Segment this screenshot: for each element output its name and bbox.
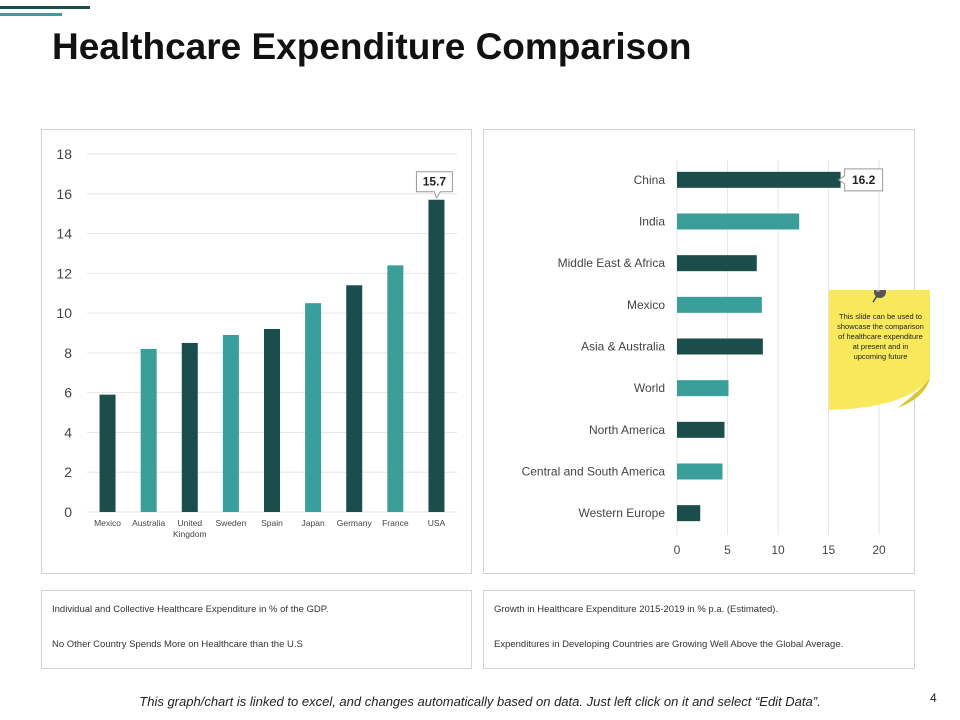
left-caption-line-1: Individual and Collective Healthcare Exp…	[52, 604, 329, 615]
sticky-note: This slide can be used to showcase the c…	[827, 290, 930, 410]
bar-mexico[interactable]	[99, 394, 116, 512]
bar-germany[interactable]	[346, 285, 363, 512]
y-tick-label: India	[639, 215, 665, 229]
bar-middle-east-africa[interactable]	[677, 255, 757, 272]
left-caption-line-2: No Other Country Spends More on Healthca…	[52, 639, 303, 650]
x-tick-label: France	[382, 518, 409, 528]
x-tick-label: 0	[674, 543, 681, 557]
page-number: 4	[930, 691, 937, 705]
x-tick-label: Australia	[132, 518, 165, 528]
y-tick-label: Asia & Australia	[581, 340, 665, 354]
y-tick-label: China	[634, 173, 666, 187]
y-tick-label: 12	[56, 265, 72, 281]
page-title: Healthcare Expenditure Comparison	[52, 26, 692, 67]
y-tick-label: 6	[64, 385, 72, 401]
callout-box	[415, 171, 453, 199]
x-tick-label: 10	[771, 543, 785, 557]
y-tick-label: Mexico	[627, 298, 665, 312]
y-tick-label: 10	[56, 305, 72, 321]
left-chart-panel: 0 2 4 6 8 10 12 14 16 18 Mexico Australia United King…	[41, 129, 472, 574]
bar-australia[interactable]	[140, 348, 157, 512]
bar-united-kingdom[interactable]	[181, 342, 198, 512]
y-tick-label: 18	[56, 146, 72, 162]
x-tick-label: Germany	[337, 518, 373, 528]
y-tick-label: Western Europe	[579, 506, 666, 520]
x-tick-label: Kingdom	[173, 529, 207, 539]
y-tick-label: World	[634, 381, 665, 395]
bar-western-europe[interactable]	[677, 505, 701, 522]
right-caption-line-1: Growth in Healthcare Expenditure 2015-20…	[494, 604, 779, 615]
callout-box	[837, 168, 884, 192]
accent-line-bottom	[0, 13, 62, 16]
bar-china[interactable]	[677, 171, 841, 188]
callout-label: 16.2	[852, 173, 876, 187]
x-tick-label: Mexico	[94, 518, 121, 528]
x-tick-label: 15	[822, 543, 836, 557]
y-tick-label: 4	[64, 424, 72, 440]
x-tick-label: United	[177, 518, 202, 528]
bar-sweden[interactable]	[222, 334, 239, 512]
x-tick-label: USA	[428, 518, 446, 528]
x-tick-label: Japan	[302, 518, 325, 528]
callout-label: 15.7	[423, 175, 447, 189]
bar-spain[interactable]	[264, 329, 280, 512]
y-tick-label: 0	[64, 504, 72, 520]
bar-north-america[interactable]	[677, 421, 725, 438]
y-tick-label: 8	[64, 345, 72, 361]
right-caption-line-2: Expenditures in Developing Countries are…	[494, 639, 844, 650]
y-tick-label: North America	[589, 423, 665, 437]
x-tick-label: Spain	[261, 518, 283, 528]
x-tick-label: Sweden	[216, 518, 247, 528]
bar-india[interactable]	[677, 213, 800, 230]
y-tick-label: 2	[64, 464, 72, 480]
y-tick-label: Central and South America	[522, 465, 666, 479]
pushpin-icon	[872, 290, 886, 303]
y-tick-label: Middle East & Africa	[558, 256, 666, 270]
accent-line-top	[0, 6, 90, 9]
x-tick-label: 5	[724, 543, 731, 557]
bar-mexico[interactable]	[677, 296, 762, 313]
right-bar-chart[interactable]: 0 5 10 15 20 China India Middle East & Africa Me…	[484, 130, 916, 575]
y-tick-label: 14	[56, 226, 72, 242]
left-bar-chart[interactable]: 0 2 4 6 8 10 12 14 16 18 Mexico Australia UnitedKing…	[42, 130, 473, 575]
y-tick-label: 16	[56, 186, 72, 202]
bar-asia-australia[interactable]	[677, 338, 763, 355]
sticky-note-shape	[829, 290, 930, 410]
bar-central-and-south-america[interactable]	[677, 463, 723, 480]
bar-usa[interactable]	[428, 199, 445, 512]
footer-note: This graph/chart is linked to excel, and…	[139, 694, 821, 709]
bar-japan[interactable]	[305, 303, 322, 512]
sticky-note-text: This slide can be used to showcase the c…	[837, 312, 924, 361]
right-chart-panel: 0 5 10 15 20 China India Middle East & Africa Me…	[483, 129, 915, 574]
x-tick-label: 20	[872, 543, 886, 557]
bar-france[interactable]	[387, 265, 404, 512]
bar-world[interactable]	[677, 380, 729, 397]
left-caption-box: Individual and Collective Healthcare Exp…	[41, 590, 472, 669]
right-caption-box: Growth in Healthcare Expenditure 2015-20…	[483, 590, 915, 669]
